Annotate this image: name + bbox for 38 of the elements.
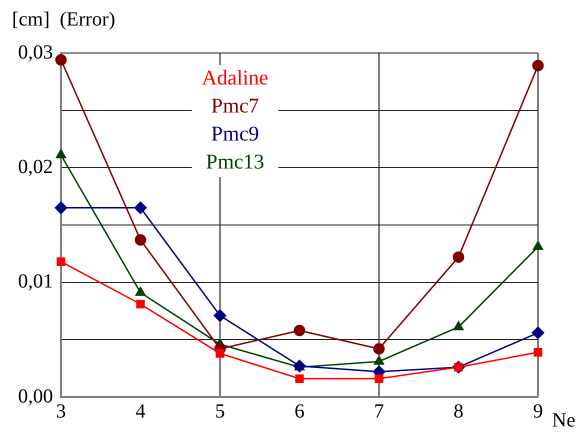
point <box>374 374 384 383</box>
point <box>452 251 464 263</box>
y-tick-label: 0,00 <box>18 385 53 408</box>
text: Adaline <box>202 66 268 90</box>
point <box>136 300 145 308</box>
point <box>135 286 146 296</box>
point <box>532 60 544 72</box>
x-axis-title: Ne <box>552 409 576 432</box>
x-tick-label: 3 <box>56 400 66 422</box>
text: Pmc7 <box>211 94 260 118</box>
x-tick-label: 8 <box>454 400 464 422</box>
y-tick-label: 0,02 <box>18 156 53 178</box>
point <box>56 149 66 158</box>
x-tick-label: 9 <box>533 400 543 422</box>
point <box>54 202 68 214</box>
point <box>294 324 306 336</box>
text: Pmc9 <box>211 122 260 146</box>
y-tick-label: 0,01 <box>18 270 53 293</box>
point <box>295 374 304 383</box>
point <box>453 321 464 330</box>
point <box>534 348 542 357</box>
point <box>134 234 146 246</box>
point <box>532 326 544 340</box>
x-tick-label: 6 <box>294 400 304 422</box>
y-axis-title: [cm] (Error) <box>12 8 116 30</box>
x-tick-label: 5 <box>215 400 225 422</box>
point <box>134 202 147 214</box>
point <box>373 343 385 355</box>
y-tick-label: 0,03 <box>18 41 53 64</box>
text: Pmc13 <box>206 150 264 174</box>
x-tick-label: 7 <box>374 400 384 422</box>
point <box>374 356 384 365</box>
point <box>56 257 66 266</box>
x-tick-label: 4 <box>136 400 146 422</box>
point <box>55 54 67 66</box>
point <box>216 349 224 358</box>
point <box>532 241 544 250</box>
point <box>214 309 226 322</box>
